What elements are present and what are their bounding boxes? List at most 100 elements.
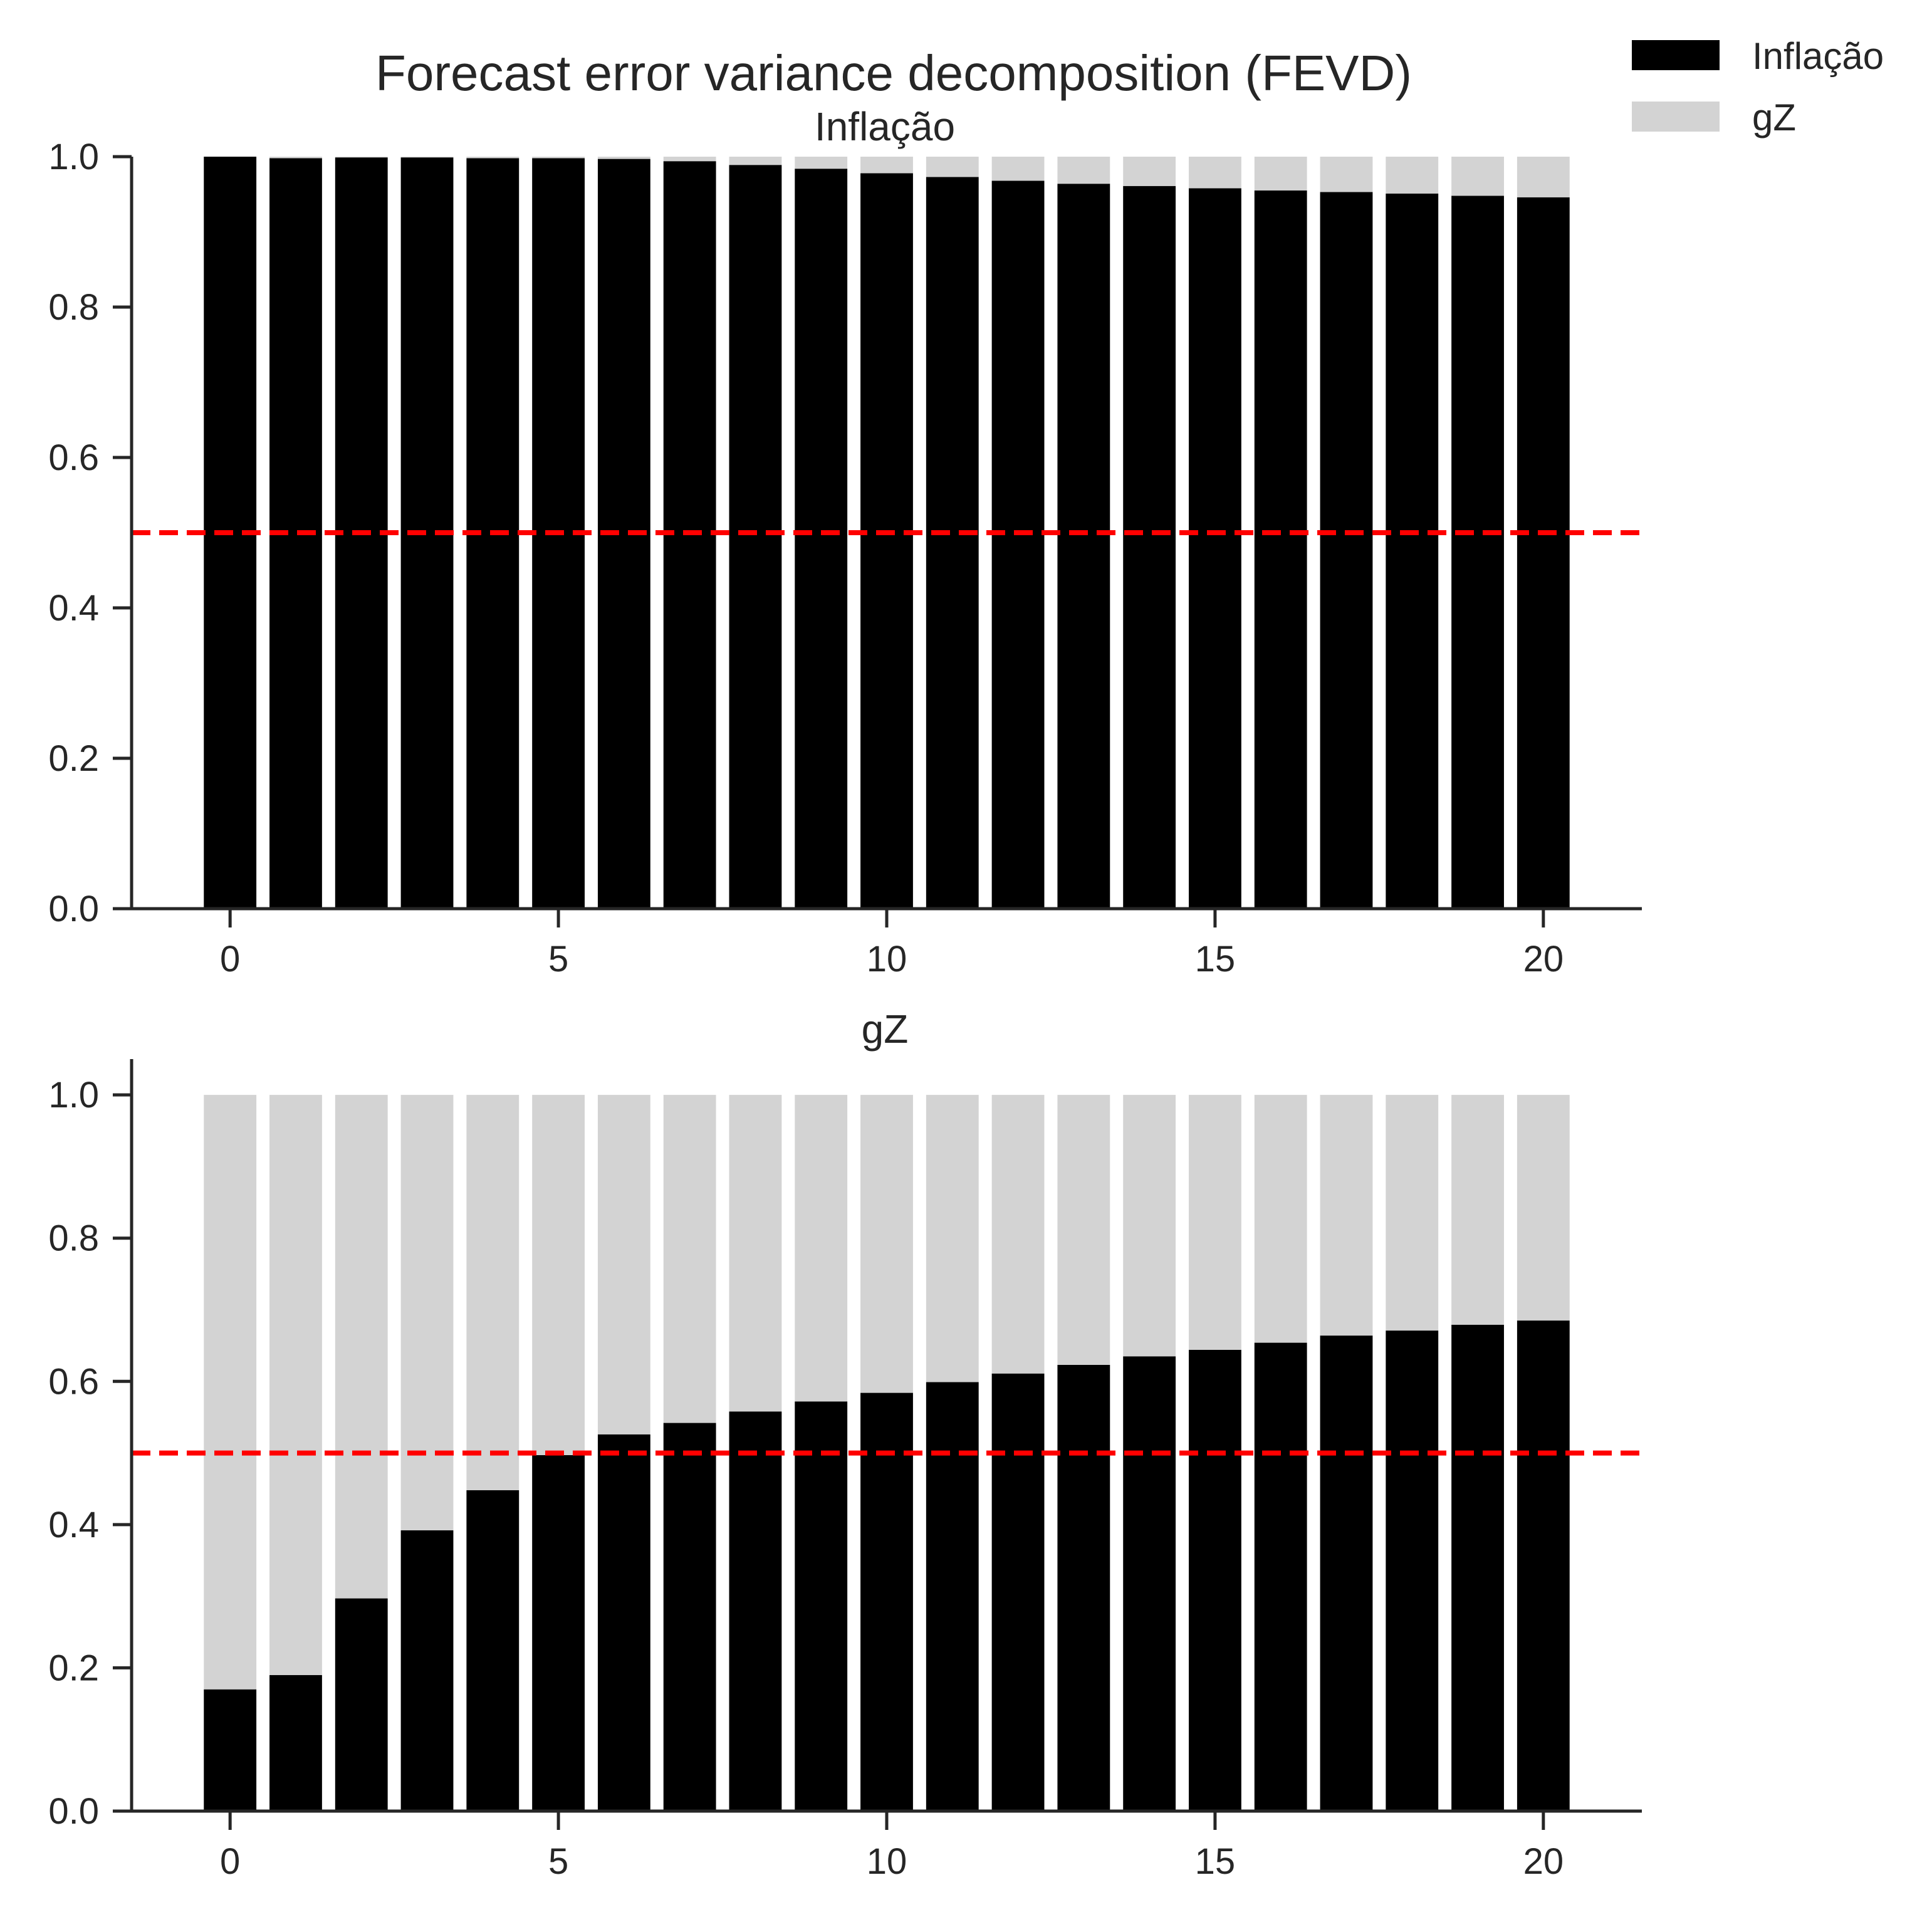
panel-title-gz: gZ bbox=[862, 1006, 909, 1052]
bar-gz-shock-h16 bbox=[1254, 1095, 1307, 1343]
bar-gz-shock-h5 bbox=[532, 157, 585, 159]
bar-inflacao-shock-h8 bbox=[729, 165, 782, 909]
bar-inflacao-shock-h16 bbox=[1254, 1342, 1307, 1811]
bar-gz-shock-h10 bbox=[860, 1095, 913, 1393]
x-tick-label: 5 bbox=[548, 1841, 568, 1882]
bar-inflacao-shock-h2 bbox=[335, 1598, 388, 1811]
bar-gz-shock-h16 bbox=[1254, 157, 1307, 191]
x-tick-label: 5 bbox=[548, 939, 568, 980]
bar-gz-shock-h18 bbox=[1386, 1095, 1439, 1331]
panel-title-inflacao: Inflação bbox=[815, 104, 955, 149]
bar-inflacao-shock-h11 bbox=[926, 1382, 979, 1811]
y-tick-label: 0.2 bbox=[48, 1648, 99, 1688]
bar-gz-shock-h15 bbox=[1189, 1095, 1241, 1350]
y-tick-label: 0.6 bbox=[48, 1361, 99, 1402]
y-tick-label: 0.4 bbox=[48, 1505, 99, 1545]
bar-inflacao-shock-h12 bbox=[991, 180, 1045, 909]
x-tick-label: 20 bbox=[1523, 1841, 1564, 1882]
bar-inflacao-shock-h20 bbox=[1517, 197, 1570, 909]
bar-gz-shock-h11 bbox=[926, 157, 979, 177]
legend: Inflação gZ bbox=[1632, 35, 1884, 138]
bar-gz-shock-h19 bbox=[1451, 157, 1504, 196]
bar-gz-shock-h19 bbox=[1451, 1095, 1504, 1325]
y-tick-label: 0.2 bbox=[48, 738, 99, 779]
axes-gz: 0.0 0.2 0.4 0.6 0.8 1.0 0 5 10 15 20 bbox=[48, 1059, 1642, 1882]
x-tick-label: 15 bbox=[1195, 939, 1236, 980]
bar-gz-shock-h7 bbox=[663, 157, 716, 162]
bar-inflacao-shock-h15 bbox=[1189, 188, 1241, 909]
x-tick-label: 0 bbox=[220, 1841, 240, 1882]
y-tick-label: 0.4 bbox=[48, 588, 99, 629]
panel-gz: gZ 0.0 0.2 0.4 0.6 0.8 1.0 0 5 10 15 20 bbox=[48, 1006, 1642, 1882]
bar-gz-shock-h8 bbox=[729, 157, 782, 165]
legend-label-inflacao: Inflação bbox=[1752, 35, 1884, 77]
bar-gz-shock-h14 bbox=[1123, 1095, 1176, 1357]
bar-inflacao-shock-h0 bbox=[204, 1689, 257, 1811]
bars-inflacao bbox=[132, 157, 1642, 909]
bar-gz-shock-h15 bbox=[1189, 157, 1241, 189]
bar-gz-shock-h17 bbox=[1320, 1095, 1373, 1336]
legend-swatch-gz bbox=[1632, 102, 1720, 132]
bar-inflacao-shock-h15 bbox=[1189, 1350, 1241, 1811]
panel-inflacao: Inflação 0.0 0.2 0.4 0.6 0.8 1.0 0 5 10 15 20 bbox=[48, 104, 1642, 980]
x-tick-label: 0 bbox=[220, 939, 240, 980]
bar-inflacao-shock-h7 bbox=[663, 1423, 716, 1811]
bar-gz-shock-h7 bbox=[663, 1095, 716, 1423]
bar-inflacao-shock-h17 bbox=[1320, 1335, 1373, 1811]
bar-inflacao-shock-h19 bbox=[1451, 1325, 1504, 1811]
bar-gz-shock-h4 bbox=[466, 1095, 520, 1490]
x-tick-label: 15 bbox=[1195, 1841, 1236, 1882]
x-tick-label: 20 bbox=[1523, 939, 1564, 980]
y-tick-label: 1.0 bbox=[48, 137, 99, 177]
bar-inflacao-shock-h13 bbox=[1057, 184, 1110, 909]
axes-inflacao: 0.0 0.2 0.4 0.6 0.8 1.0 0 5 10 15 20 bbox=[48, 137, 1642, 980]
bar-inflacao-shock-h8 bbox=[729, 1411, 782, 1811]
bar-inflacao-shock-h6 bbox=[597, 1434, 650, 1811]
bar-gz-shock-h1 bbox=[269, 1095, 322, 1675]
bar-gz-shock-h11 bbox=[926, 1095, 979, 1382]
bar-gz-shock-h1 bbox=[269, 157, 322, 159]
bar-inflacao-shock-h3 bbox=[400, 1530, 454, 1811]
bar-gz-shock-h0 bbox=[204, 1095, 257, 1690]
bar-gz-shock-h4 bbox=[466, 157, 520, 159]
bar-gz-shock-h3 bbox=[400, 1095, 454, 1530]
bar-gz-shock-h9 bbox=[795, 157, 848, 169]
bar-inflacao-shock-h9 bbox=[795, 1401, 848, 1811]
bar-inflacao-shock-h4 bbox=[466, 1490, 520, 1811]
bar-gz-shock-h20 bbox=[1517, 157, 1570, 197]
bar-inflacao-shock-h16 bbox=[1254, 191, 1307, 909]
bars-gz bbox=[132, 1095, 1642, 1811]
legend-label-gz: gZ bbox=[1752, 97, 1796, 138]
y-tick-label: 0.8 bbox=[48, 1218, 99, 1259]
bar-gz-shock-h12 bbox=[991, 1095, 1045, 1374]
bar-inflacao-shock-h1 bbox=[269, 1674, 322, 1811]
bar-gz-shock-h8 bbox=[729, 1095, 782, 1412]
bar-inflacao-shock-h17 bbox=[1320, 192, 1373, 909]
legend-swatch-inflacao bbox=[1632, 40, 1720, 70]
bar-inflacao-shock-h20 bbox=[1517, 1320, 1570, 1811]
x-tick-label: 10 bbox=[867, 939, 907, 980]
y-tick-label: 0.0 bbox=[48, 1791, 99, 1832]
x-tick-label: 10 bbox=[867, 1841, 907, 1882]
bar-inflacao-shock-h19 bbox=[1451, 196, 1504, 909]
bar-gz-shock-h13 bbox=[1057, 157, 1110, 184]
bar-gz-shock-h2 bbox=[335, 1095, 388, 1599]
figure-title: Forecast error variance decomposition (F… bbox=[375, 45, 1412, 101]
bar-gz-shock-h17 bbox=[1320, 157, 1373, 192]
bar-gz-shock-h18 bbox=[1386, 157, 1439, 194]
bar-inflacao-shock-h10 bbox=[860, 1392, 913, 1811]
bar-gz-shock-h6 bbox=[597, 1095, 650, 1434]
bar-inflacao-shock-h14 bbox=[1123, 185, 1176, 909]
y-tick-label: 0.6 bbox=[48, 437, 99, 478]
bar-gz-shock-h20 bbox=[1517, 1095, 1570, 1321]
bar-gz-shock-h14 bbox=[1123, 157, 1176, 186]
bar-gz-shock-h5 bbox=[532, 1095, 585, 1455]
bar-gz-shock-h6 bbox=[597, 157, 650, 159]
bar-inflacao-shock-h9 bbox=[795, 169, 848, 909]
y-tick-label: 0.0 bbox=[48, 889, 99, 929]
y-tick-label: 1.0 bbox=[48, 1075, 99, 1115]
bar-inflacao-shock-h14 bbox=[1123, 1356, 1176, 1811]
bar-inflacao-shock-h12 bbox=[991, 1373, 1045, 1811]
y-tick-label: 0.8 bbox=[48, 287, 99, 328]
